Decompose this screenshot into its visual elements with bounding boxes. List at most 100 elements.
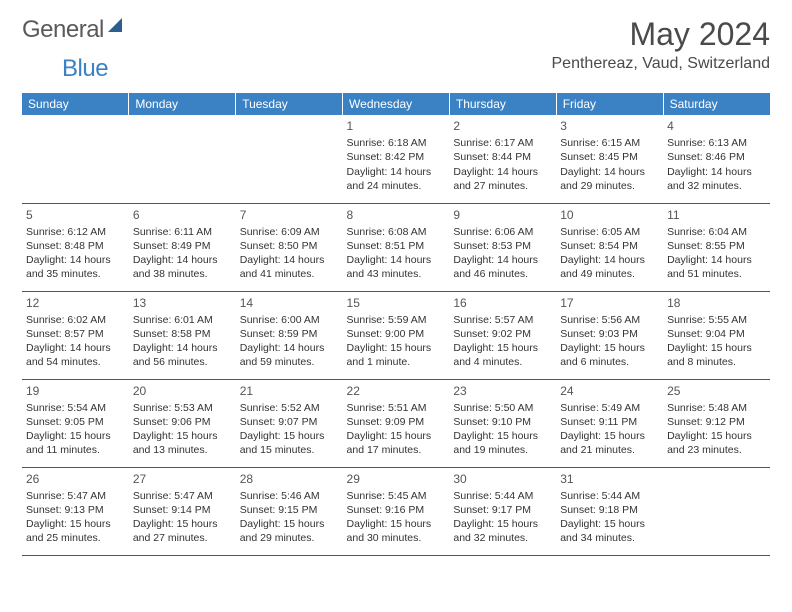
day-number: 3 [560, 118, 659, 134]
calendar-day-cell: 17Sunrise: 5:56 AMSunset: 9:03 PMDayligh… [556, 291, 663, 379]
daylight-line: Daylight: 15 hours and 34 minutes. [560, 517, 659, 545]
calendar-week-row: 26Sunrise: 5:47 AMSunset: 9:13 PMDayligh… [22, 467, 770, 555]
daylight-line: Daylight: 14 hours and 24 minutes. [347, 165, 446, 193]
sunrise-line: Sunrise: 5:44 AM [453, 489, 552, 503]
sunset-line: Sunset: 9:03 PM [560, 327, 659, 341]
weekday-header: Monday [129, 93, 236, 115]
day-number: 16 [453, 295, 552, 311]
sunrise-line: Sunrise: 6:12 AM [26, 225, 125, 239]
sunrise-line: Sunrise: 5:47 AM [26, 489, 125, 503]
sunset-line: Sunset: 8:54 PM [560, 239, 659, 253]
calendar-day-cell: 12Sunrise: 6:02 AMSunset: 8:57 PMDayligh… [22, 291, 129, 379]
sunrise-line: Sunrise: 5:49 AM [560, 401, 659, 415]
calendar-day-cell: 19Sunrise: 5:54 AMSunset: 9:05 PMDayligh… [22, 379, 129, 467]
sunrise-line: Sunrise: 5:44 AM [560, 489, 659, 503]
weekday-header: Sunday [22, 93, 129, 115]
sunset-line: Sunset: 9:12 PM [667, 415, 766, 429]
calendar-day-cell: 30Sunrise: 5:44 AMSunset: 9:17 PMDayligh… [449, 467, 556, 555]
daylight-line: Daylight: 14 hours and 59 minutes. [240, 341, 339, 369]
sunset-line: Sunset: 9:18 PM [560, 503, 659, 517]
calendar-day-cell: 25Sunrise: 5:48 AMSunset: 9:12 PMDayligh… [663, 379, 770, 467]
sunrise-line: Sunrise: 5:56 AM [560, 313, 659, 327]
calendar-day-cell: 27Sunrise: 5:47 AMSunset: 9:14 PMDayligh… [129, 467, 236, 555]
daylight-line: Daylight: 15 hours and 8 minutes. [667, 341, 766, 369]
sunset-line: Sunset: 9:09 PM [347, 415, 446, 429]
daylight-line: Daylight: 15 hours and 13 minutes. [133, 429, 232, 457]
daylight-line: Daylight: 15 hours and 27 minutes. [133, 517, 232, 545]
calendar-day-cell: 8Sunrise: 6:08 AMSunset: 8:51 PMDaylight… [343, 203, 450, 291]
sunrise-line: Sunrise: 5:46 AM [240, 489, 339, 503]
calendar-day-cell: 7Sunrise: 6:09 AMSunset: 8:50 PMDaylight… [236, 203, 343, 291]
day-number: 19 [26, 383, 125, 399]
day-number: 5 [26, 207, 125, 223]
sunset-line: Sunset: 9:04 PM [667, 327, 766, 341]
sunrise-line: Sunrise: 5:55 AM [667, 313, 766, 327]
sunset-line: Sunset: 9:07 PM [240, 415, 339, 429]
calendar-week-row: 12Sunrise: 6:02 AMSunset: 8:57 PMDayligh… [22, 291, 770, 379]
day-number: 22 [347, 383, 446, 399]
daylight-line: Daylight: 14 hours and 29 minutes. [560, 165, 659, 193]
weekday-header: Tuesday [236, 93, 343, 115]
calendar-day-cell: 18Sunrise: 5:55 AMSunset: 9:04 PMDayligh… [663, 291, 770, 379]
sunrise-line: Sunrise: 5:51 AM [347, 401, 446, 415]
day-number: 10 [560, 207, 659, 223]
calendar-day-cell: 11Sunrise: 6:04 AMSunset: 8:55 PMDayligh… [663, 203, 770, 291]
daylight-line: Daylight: 15 hours and 30 minutes. [347, 517, 446, 545]
sunrise-line: Sunrise: 5:45 AM [347, 489, 446, 503]
calendar-week-row: 5 Sunrise: 6:12 AMSunset: 8:48 PM Daylight… [22, 203, 770, 291]
day-number: 24 [560, 383, 659, 399]
calendar-day-cell: 9Sunrise: 6:06 AMSunset: 8:53 PMDaylight… [449, 203, 556, 291]
calendar-day-cell: 13Sunrise: 6:01 AMSunset: 8:58 PMDayligh… [129, 291, 236, 379]
day-number: 1 [347, 118, 446, 134]
calendar-day-cell: 2Sunrise: 6:17 AMSunset: 8:44 PMDaylight… [449, 115, 556, 203]
sunset-line: Sunset: 8:51 PM [347, 239, 446, 253]
logo-triangle-icon [108, 18, 122, 32]
day-number: 11 [667, 207, 766, 223]
sunset-line: Sunset: 8:58 PM [133, 327, 232, 341]
logo: General [22, 16, 124, 44]
weekday-header: Saturday [663, 93, 770, 115]
sunset-line: Sunset: 9:13 PM [26, 503, 125, 517]
daylight-line: Daylight: 15 hours and 6 minutes. [560, 341, 659, 369]
day-number: 31 [560, 471, 659, 487]
calendar-day-cell: 22Sunrise: 5:51 AMSunset: 9:09 PMDayligh… [343, 379, 450, 467]
sunset-line: Sunset: 8:45 PM [560, 150, 659, 164]
calendar-day-cell: 4Sunrise: 6:13 AMSunset: 8:46 PMDaylight… [663, 115, 770, 203]
sunset-line: Sunset: 8:48 PM [26, 239, 125, 253]
sunset-line: Sunset: 9:02 PM [453, 327, 552, 341]
day-number: 7 [240, 207, 339, 223]
logo-text-2: Blue [62, 55, 108, 82]
calendar-day-cell: 3Sunrise: 6:15 AMSunset: 8:45 PMDaylight… [556, 115, 663, 203]
daylight-line: Daylight: 14 hours and 46 minutes. [453, 253, 552, 281]
daylight-line: Daylight: 15 hours and 29 minutes. [240, 517, 339, 545]
sunset-line: Sunset: 8:42 PM [347, 150, 446, 164]
day-number: 6 [133, 207, 232, 223]
calendar-day-cell: 31 Sunrise: 5:44 AMSunset: 9:18 PMDayligh… [556, 467, 663, 555]
calendar-day-cell [22, 115, 129, 203]
weekday-header: Wednesday [343, 93, 450, 115]
day-number: 28 [240, 471, 339, 487]
sunset-line: Sunset: 8:59 PM [240, 327, 339, 341]
day-number: 14 [240, 295, 339, 311]
sunrise-line: Sunrise: 5:57 AM [453, 313, 552, 327]
calendar-week-row: 19Sunrise: 5:54 AMSunset: 9:05 PMDayligh… [22, 379, 770, 467]
day-number: 25 [667, 383, 766, 399]
calendar-week-row: 1Sunrise: 6:18 AMSunset: 8:42 PMDaylight… [22, 115, 770, 203]
sunrise-line: Sunrise: 6:06 AM [453, 225, 552, 239]
sunrise-line: Sunrise: 6:01 AM [133, 313, 232, 327]
calendar-day-cell: 29Sunrise: 5:45 AMSunset: 9:16 PMDayligh… [343, 467, 450, 555]
daylight-line: Daylight: 15 hours and 19 minutes. [453, 429, 552, 457]
sunset-line: Sunset: 9:06 PM [133, 415, 232, 429]
sunset-line: Sunset: 8:49 PM [133, 239, 232, 253]
sunset-line: Sunset: 9:11 PM [560, 415, 659, 429]
sunrise-line: Sunrise: 6:09 AM [240, 225, 339, 239]
day-number: 21 [240, 383, 339, 399]
calendar-table: SundayMondayTuesdayWednesdayThursdayFrid… [22, 93, 770, 556]
daylight-line: Daylight: 14 hours and 54 minutes. [26, 341, 125, 369]
sunrise-line: Sunrise: 5:52 AM [240, 401, 339, 415]
sunset-line: Sunset: 9:17 PM [453, 503, 552, 517]
month-title: May 2024 [552, 16, 771, 53]
daylight-line: Daylight: 15 hours and 4 minutes. [453, 341, 552, 369]
sunrise-line: Sunrise: 5:59 AM [347, 313, 446, 327]
day-number: 2 [453, 118, 552, 134]
